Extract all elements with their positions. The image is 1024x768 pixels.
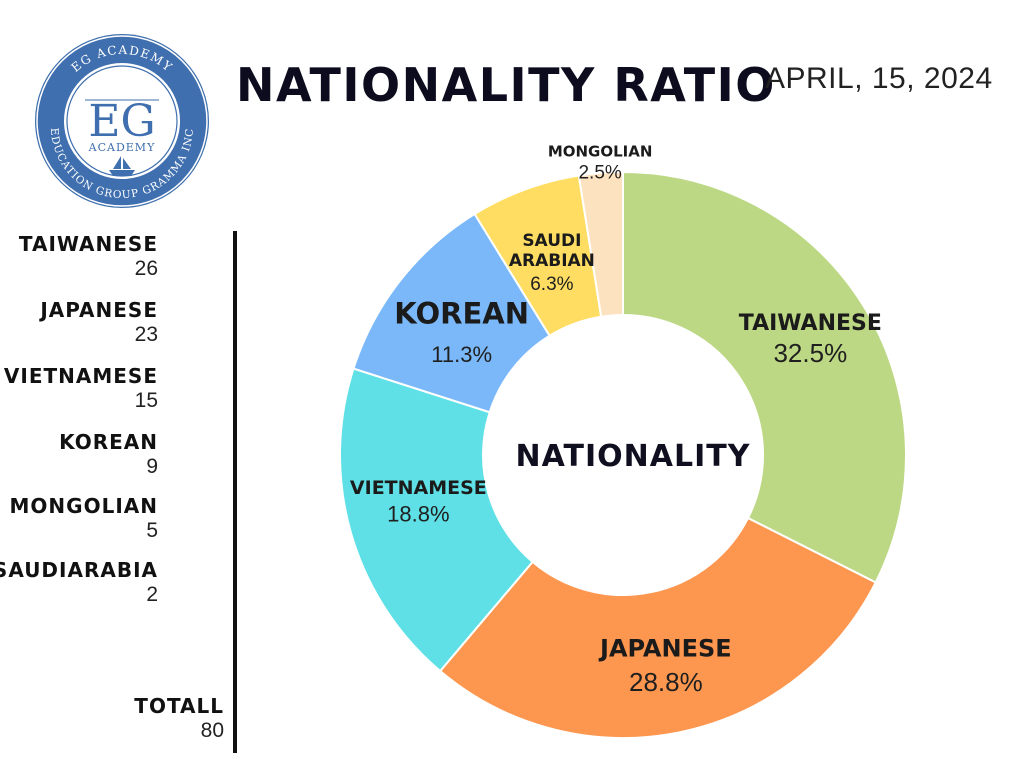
slice-label: ARABIAN bbox=[509, 251, 595, 271]
slice-label: MONGOLIAN bbox=[548, 143, 653, 161]
logo-academy-text: ACADEMY bbox=[88, 141, 156, 154]
list-item: VIETNAMESE 15 bbox=[0, 364, 158, 414]
logo-inner-disc bbox=[64, 63, 180, 179]
eg-academy-logo: EG ACADEMY EDUCATION GROUP GRAMMA INC EG… bbox=[35, 34, 209, 208]
page-title: NATIONALITY RATIO bbox=[236, 58, 776, 112]
nationality-name: TAIWANESE bbox=[18, 232, 158, 256]
nationality-name: VIETNAMESE bbox=[3, 364, 158, 388]
report-date: APRIL, 15, 2024 bbox=[765, 62, 993, 95]
nationality-count: 2 bbox=[146, 583, 158, 606]
list-item: KOREAN 9 bbox=[0, 430, 158, 480]
total-value: 80 bbox=[200, 719, 224, 742]
slice-label: SAUDI bbox=[522, 231, 581, 251]
slice-label: TAIWANESE bbox=[739, 311, 882, 336]
slice-label: KOREAN bbox=[394, 296, 529, 330]
total-block: TOTALL 80 bbox=[100, 694, 224, 744]
slice-percent: 18.8% bbox=[387, 502, 449, 527]
chart-center-label: NATIONALITY bbox=[516, 439, 751, 474]
list-item: JAPANESE 23 bbox=[0, 298, 158, 348]
nationality-name: KOREAN bbox=[59, 430, 158, 454]
nationality-count: 9 bbox=[146, 455, 158, 478]
nationality-count: 5 bbox=[146, 519, 158, 542]
nationality-count: 15 bbox=[134, 389, 158, 412]
slice-label: VIETNAMESE bbox=[350, 477, 487, 499]
list-item: MONGOLIAN 5 bbox=[0, 494, 158, 544]
slice-percent: 6.3% bbox=[530, 274, 573, 295]
donut-hole bbox=[483, 315, 763, 595]
slice-percent: 32.5% bbox=[773, 338, 847, 368]
nationality-name: SAUDIARABIA bbox=[0, 558, 158, 582]
slice-label: JAPANESE bbox=[598, 635, 732, 663]
total-label: TOTALL bbox=[134, 694, 224, 718]
slice-percent: 28.8% bbox=[629, 667, 703, 697]
nationality-name: JAPANESE bbox=[40, 298, 158, 322]
logo-monogram: EG bbox=[88, 96, 155, 147]
nationality-name: MONGOLIAN bbox=[9, 494, 158, 518]
vertical-divider bbox=[233, 231, 237, 753]
nationality-count: 26 bbox=[134, 257, 158, 280]
list-item: SAUDIARABIA 2 bbox=[0, 558, 158, 608]
nationality-count: 23 bbox=[134, 323, 158, 346]
ship-icon bbox=[109, 156, 135, 176]
list-item: TAIWANESE 26 bbox=[0, 232, 158, 282]
slice-percent: 11.3% bbox=[431, 342, 492, 367]
slice-percent: 2.5% bbox=[578, 163, 621, 184]
